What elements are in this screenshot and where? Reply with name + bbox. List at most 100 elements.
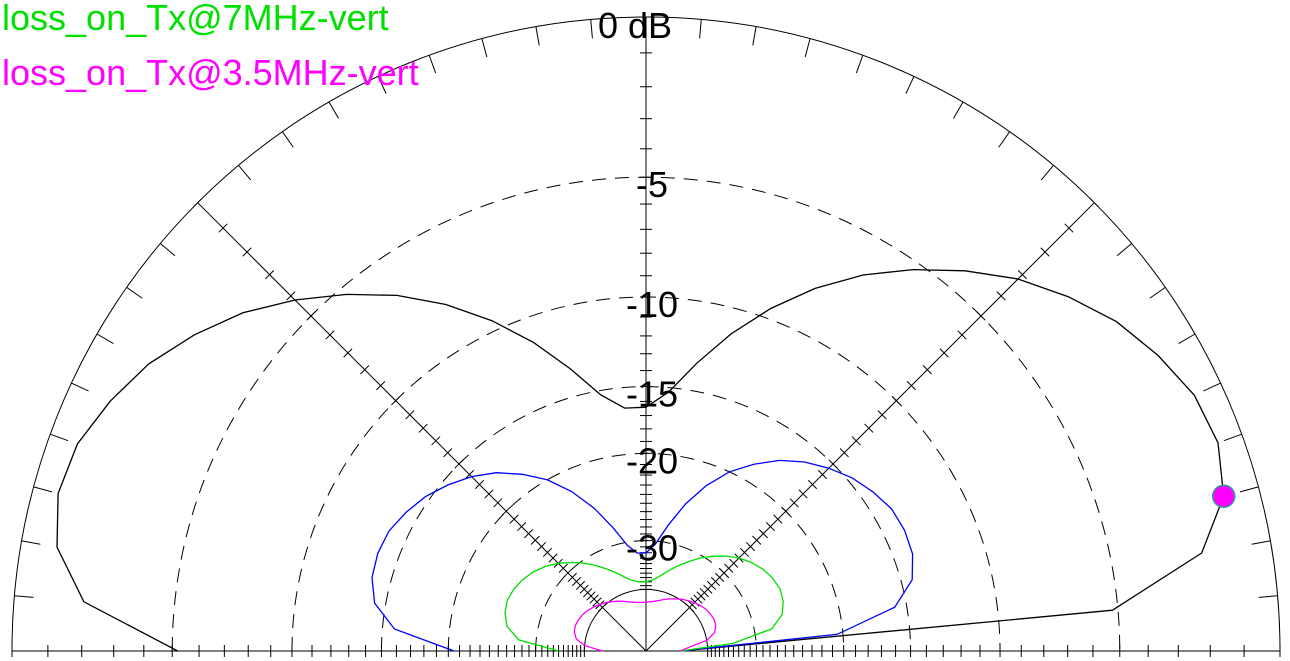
spoke-tick bbox=[877, 410, 887, 420]
spoke-tick bbox=[745, 541, 756, 552]
spoke-tick bbox=[891, 396, 901, 406]
ring-label-2: -15 bbox=[626, 373, 678, 414]
spoke-tick bbox=[706, 580, 717, 591]
spoke-45 bbox=[645, 202, 1095, 652]
pattern-curves bbox=[56, 268, 1225, 652]
spoke-tick bbox=[1017, 269, 1028, 280]
spoke-tick bbox=[696, 591, 706, 601]
ring-label-3: -20 bbox=[626, 440, 678, 481]
spoke-tick bbox=[501, 506, 511, 516]
spoke-tick bbox=[454, 459, 464, 469]
spoke-tick bbox=[405, 410, 415, 420]
spoke-tick bbox=[558, 563, 568, 573]
spoke-tick bbox=[286, 291, 296, 301]
rim-tick bbox=[50, 433, 69, 442]
spoke-tick bbox=[524, 529, 534, 539]
rim-tick bbox=[21, 540, 41, 545]
spoke-tick bbox=[703, 584, 713, 594]
scale-unit-label: 0 dB bbox=[598, 5, 672, 46]
spoke-tick bbox=[781, 506, 791, 516]
rim-tick bbox=[855, 55, 864, 74]
legend-entry-3-5mhz: loss_on_Tx@3.5MHz-vert bbox=[2, 52, 419, 93]
spoke-tick bbox=[906, 381, 916, 391]
spoke-tick bbox=[752, 535, 762, 545]
spoke-tick bbox=[579, 584, 589, 594]
spoke-tick bbox=[509, 514, 519, 524]
spoke-tick bbox=[586, 591, 596, 601]
gain-marker bbox=[1211, 484, 1236, 508]
spoke-tick bbox=[1064, 223, 1074, 233]
spoke-tick bbox=[719, 568, 729, 578]
pattern-curve-2 bbox=[504, 555, 784, 652]
pattern-curve-3 bbox=[573, 598, 717, 652]
spoke-tick bbox=[516, 521, 527, 532]
spoke-tick bbox=[242, 247, 252, 257]
rim-tick bbox=[1149, 286, 1166, 299]
spoke-tick bbox=[765, 521, 776, 532]
legend-entry-7mhz: loss_on_Tx@7MHz-vert bbox=[2, 0, 389, 38]
rim-tick bbox=[998, 131, 1011, 148]
pattern-curve-0 bbox=[56, 268, 1225, 652]
rim-tick bbox=[428, 55, 437, 74]
spoke-tick bbox=[687, 600, 697, 610]
spoke-tick bbox=[548, 553, 558, 563]
spoke-tick bbox=[699, 588, 709, 598]
polar-grid bbox=[11, 16, 1281, 657]
spoke-tick bbox=[571, 576, 582, 587]
spoke-tick bbox=[264, 269, 275, 280]
spoke-tick bbox=[343, 348, 353, 358]
spoke-tick bbox=[218, 223, 228, 233]
spoke-tick bbox=[828, 459, 838, 469]
pattern-curve-1 bbox=[371, 459, 914, 652]
spoke-135 bbox=[197, 202, 647, 652]
rim-tick bbox=[905, 76, 915, 94]
rim-tick bbox=[1251, 540, 1271, 545]
spoke-tick bbox=[715, 572, 725, 582]
spoke-tick bbox=[693, 594, 703, 604]
rim-tick bbox=[33, 486, 53, 493]
spoke-tick bbox=[684, 602, 695, 613]
spoke-tick bbox=[563, 568, 573, 578]
rim-tick bbox=[804, 38, 811, 58]
spoke-tick bbox=[773, 514, 783, 524]
rim-tick bbox=[535, 26, 540, 46]
spoke-tick bbox=[391, 396, 401, 406]
rim-tick bbox=[1178, 333, 1196, 344]
spoke-tick bbox=[536, 541, 547, 552]
spoke-tick bbox=[431, 436, 441, 446]
spoke-tick bbox=[376, 381, 386, 391]
rim-tick bbox=[1258, 595, 1278, 598]
rim-tick bbox=[377, 76, 387, 94]
spoke-tick bbox=[710, 576, 721, 587]
rim-tick bbox=[14, 595, 34, 598]
rim-tick bbox=[1203, 382, 1221, 392]
spoke-tick bbox=[864, 423, 874, 433]
marker-dot bbox=[1211, 484, 1236, 508]
rim-tick bbox=[1223, 433, 1242, 442]
legend: loss_on_Tx@7MHz-vert loss_on_Tx@3.5MHz-v… bbox=[2, 0, 419, 93]
spoke-tick bbox=[851, 436, 861, 446]
rim-tick bbox=[71, 382, 89, 392]
spoke-tick bbox=[1089, 198, 1099, 208]
spoke-tick bbox=[567, 572, 577, 582]
ring-labels: -5 -10 -15 -20 -30 bbox=[626, 164, 678, 568]
rim-tick bbox=[126, 286, 143, 299]
rim-tick bbox=[590, 19, 593, 39]
spoke-tick bbox=[542, 547, 553, 558]
spoke-tick bbox=[807, 479, 818, 490]
spoke-tick bbox=[922, 365, 932, 375]
rim-tick bbox=[1239, 486, 1259, 493]
spoke-tick bbox=[583, 588, 593, 598]
spoke-tick bbox=[597, 602, 608, 613]
spoke-tick bbox=[592, 597, 602, 607]
rim-tick bbox=[281, 131, 294, 148]
spoke-tick bbox=[798, 489, 808, 499]
ring-label-0: -5 bbox=[636, 164, 668, 205]
spoke-tick bbox=[418, 423, 428, 433]
rim-tick bbox=[328, 101, 339, 119]
spoke-tick bbox=[360, 365, 370, 375]
spoke-tick bbox=[976, 311, 986, 321]
spoke-tick bbox=[739, 547, 750, 558]
spoke-tick bbox=[939, 348, 949, 358]
